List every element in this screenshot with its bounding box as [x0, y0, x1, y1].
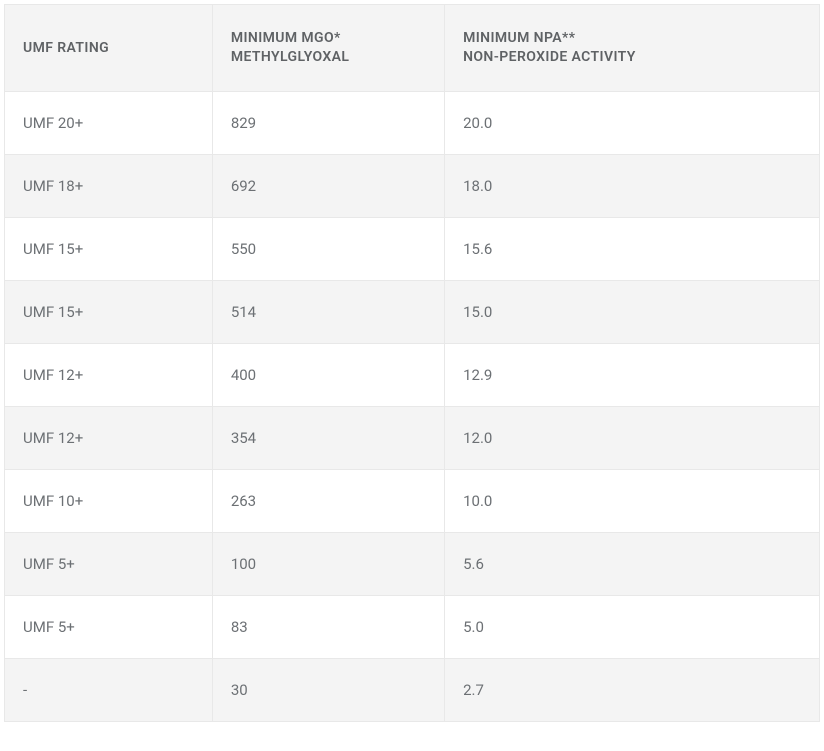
cell-umf: UMF 15+ [5, 281, 213, 344]
table-row: UMF 15+55015.6 [5, 218, 820, 281]
table-row: UMF 12+35412.0 [5, 407, 820, 470]
col-header-line1: MINIMUM NPA** [463, 29, 801, 48]
cell-npa: 5.0 [445, 596, 820, 659]
cell-mgo: 400 [212, 344, 444, 407]
cell-umf: UMF 18+ [5, 155, 213, 218]
cell-umf: UMF 20+ [5, 92, 213, 155]
table-row: UMF 18+69218.0 [5, 155, 820, 218]
umf-table: UMF RATING MINIMUM MGO* METHYLGLYOXAL MI… [4, 4, 820, 722]
col-header-mgo: MINIMUM MGO* METHYLGLYOXAL [212, 5, 444, 92]
cell-umf: - [5, 659, 213, 722]
cell-umf: UMF 15+ [5, 218, 213, 281]
cell-npa: 15.0 [445, 281, 820, 344]
cell-npa: 10.0 [445, 470, 820, 533]
cell-mgo: 100 [212, 533, 444, 596]
cell-umf: UMF 12+ [5, 344, 213, 407]
col-header-line2: NON-PEROXIDE ACTIVITY [463, 48, 801, 67]
cell-mgo: 263 [212, 470, 444, 533]
cell-mgo: 30 [212, 659, 444, 722]
table-row: UMF 15+51415.0 [5, 281, 820, 344]
table-row: UMF 5+1005.6 [5, 533, 820, 596]
cell-umf: UMF 5+ [5, 596, 213, 659]
cell-mgo: 83 [212, 596, 444, 659]
table-row: UMF 20+82920.0 [5, 92, 820, 155]
col-header-npa: MINIMUM NPA** NON-PEROXIDE ACTIVITY [445, 5, 820, 92]
cell-npa: 12.9 [445, 344, 820, 407]
cell-umf: UMF 10+ [5, 470, 213, 533]
table-row: UMF 10+26310.0 [5, 470, 820, 533]
cell-mgo: 354 [212, 407, 444, 470]
table-row: UMF 5+835.0 [5, 596, 820, 659]
cell-npa: 2.7 [445, 659, 820, 722]
table-body: UMF 20+82920.0UMF 18+69218.0UMF 15+55015… [5, 92, 820, 722]
cell-npa: 18.0 [445, 155, 820, 218]
col-header-umf: UMF RATING [5, 5, 213, 92]
cell-mgo: 550 [212, 218, 444, 281]
cell-mgo: 692 [212, 155, 444, 218]
cell-umf: UMF 12+ [5, 407, 213, 470]
col-header-line1: MINIMUM MGO* [231, 29, 426, 48]
cell-mgo: 829 [212, 92, 444, 155]
cell-npa: 12.0 [445, 407, 820, 470]
table-row: -302.7 [5, 659, 820, 722]
cell-npa: 5.6 [445, 533, 820, 596]
col-header-line2: METHYLGLYOXAL [231, 48, 426, 67]
cell-mgo: 514 [212, 281, 444, 344]
cell-npa: 15.6 [445, 218, 820, 281]
cell-umf: UMF 5+ [5, 533, 213, 596]
cell-npa: 20.0 [445, 92, 820, 155]
table-header-row: UMF RATING MINIMUM MGO* METHYLGLYOXAL MI… [5, 5, 820, 92]
table-row: UMF 12+40012.9 [5, 344, 820, 407]
col-header-line1: UMF RATING [23, 39, 194, 58]
